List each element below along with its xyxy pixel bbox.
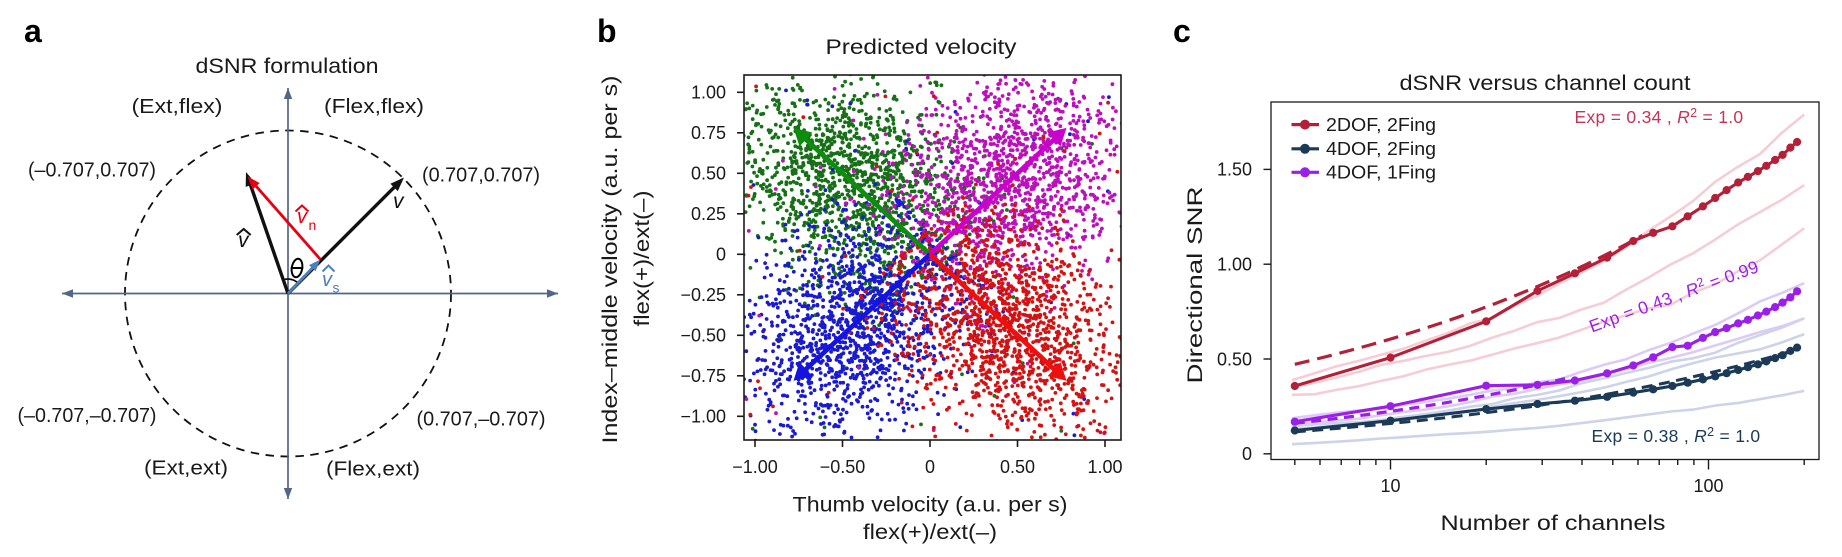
svg-text:2DOF, 2Fing: 2DOF, 2Fing: [1326, 115, 1436, 135]
svg-text:v: v: [322, 269, 333, 291]
svg-text:10: 10: [1380, 476, 1400, 496]
svg-text:(Flex,ext): (Flex,ext): [326, 459, 420, 481]
svg-text:0.50: 0.50: [1000, 457, 1035, 477]
svg-text:Exp = 0.38 , R2 = 1.0: Exp = 0.38 , R2 = 1.0: [1592, 425, 1761, 446]
svg-text:4DOF, 1Fing: 4DOF, 1Fing: [1326, 163, 1436, 183]
svg-text:flex(+)/ext(–): flex(+)/ext(–): [863, 521, 997, 544]
svg-text:v: v: [393, 190, 405, 213]
svg-text:a: a: [24, 13, 42, 49]
svg-text:100: 100: [1693, 476, 1723, 496]
svg-text:4DOF, 2Fing: 4DOF, 2Fing: [1326, 139, 1436, 159]
svg-text:−0.50: −0.50: [820, 457, 866, 477]
svg-text:b: b: [597, 13, 617, 49]
svg-text:−1.00: −1.00: [732, 457, 778, 477]
svg-text:Directional SNR: Directional SNR: [1184, 187, 1207, 384]
svg-text:Number of channels: Number of channels: [1441, 512, 1666, 535]
svg-text:(0.707,0.707): (0.707,0.707): [422, 165, 540, 187]
svg-text:s: s: [333, 280, 340, 296]
svg-text:1.50: 1.50: [1217, 160, 1252, 180]
svg-text:0.25: 0.25: [691, 204, 726, 224]
svg-text:0: 0: [716, 245, 726, 265]
svg-text:0: 0: [925, 457, 935, 477]
svg-text:Thumb velocity (a.u. per s): Thumb velocity (a.u. per s): [793, 494, 1068, 517]
svg-text:(–0.707,–0.707): (–0.707,–0.707): [18, 405, 157, 427]
svg-text:(Ext,flex): (Ext,flex): [132, 96, 223, 118]
svg-text:(Flex,flex): (Flex,flex): [324, 96, 424, 118]
svg-text:−0.25: −0.25: [680, 285, 726, 305]
svg-text:1.00: 1.00: [691, 83, 726, 103]
svg-text:Exp = 0.34 , R2 = 1.0: Exp = 0.34 , R2 = 1.0: [1575, 106, 1744, 127]
svg-text:−0.50: −0.50: [680, 326, 726, 346]
svg-text:Predicted velocity: Predicted velocity: [826, 36, 1018, 59]
svg-text:n: n: [309, 217, 317, 233]
svg-text:(–0.707,0.707): (–0.707,0.707): [28, 160, 156, 182]
svg-text:0.50: 0.50: [691, 164, 726, 184]
svg-text:−1.00: −1.00: [680, 407, 726, 427]
svg-text:−0.75: −0.75: [680, 366, 726, 386]
svg-text:0.50: 0.50: [1217, 349, 1252, 369]
svg-text:(Ext,ext): (Ext,ext): [144, 458, 228, 480]
svg-text:dSNR formulation: dSNR formulation: [196, 55, 379, 78]
svg-text:dSNR versus channel count: dSNR versus channel count: [1400, 72, 1691, 95]
svg-text:flex(+)/ext(–): flex(+)/ext(–): [631, 191, 654, 327]
svg-text:0.75: 0.75: [691, 123, 726, 143]
svg-text:1.00: 1.00: [1217, 255, 1252, 275]
svg-text:1.00: 1.00: [1087, 457, 1122, 477]
svg-text:Index–middle velocity (a.u. pe: Index–middle velocity (a.u. per s): [599, 76, 622, 444]
svg-text:v: v: [297, 206, 308, 228]
svg-text:0: 0: [1242, 444, 1252, 464]
svg-text:(0.707,–0.707): (0.707,–0.707): [417, 409, 546, 431]
svg-text:v: v: [238, 229, 250, 252]
svg-text:c: c: [1173, 13, 1191, 49]
